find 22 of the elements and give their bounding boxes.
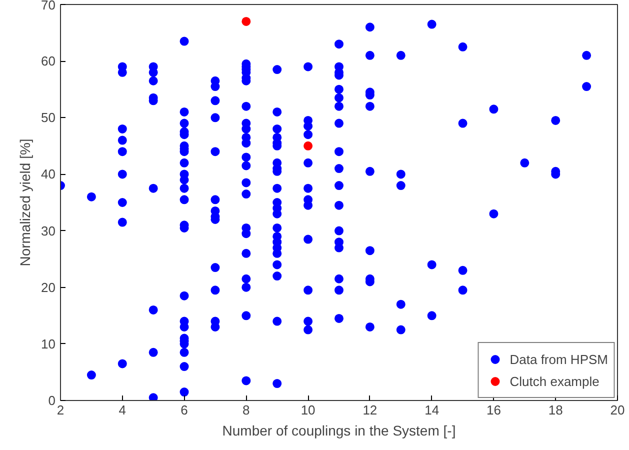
y-tick-label: 10 xyxy=(41,336,56,352)
x-tick-label: 2 xyxy=(56,402,64,418)
x-tick-label: 4 xyxy=(118,402,126,418)
x-axis-title: Number of couplings in the System [-] xyxy=(222,422,456,438)
x-tick-label: 14 xyxy=(424,402,440,418)
y-tick-label: 0 xyxy=(48,393,56,408)
x-tick-label: 20 xyxy=(610,402,625,418)
x-tick-label: 6 xyxy=(180,402,188,418)
legend-label: Data from HPSM xyxy=(510,352,608,366)
y-tick-label: 30 xyxy=(41,223,56,238)
x-tick-label: 16 xyxy=(486,402,501,418)
x-tick-label: 18 xyxy=(548,402,563,418)
y-tick-label: 50 xyxy=(41,110,56,126)
y-tick-label: 70 xyxy=(41,0,56,12)
x-tick-label: 8 xyxy=(242,402,250,418)
legend-label: Clutch example xyxy=(510,374,600,388)
x-tick-label: 10 xyxy=(300,402,316,418)
y-tick-label: 20 xyxy=(41,280,56,295)
y-tick-label: 60 xyxy=(41,54,56,69)
x-tick-label: 12 xyxy=(362,402,378,418)
y-tick-label: 40 xyxy=(41,166,56,182)
y-axis-title: Normalized yield [%] xyxy=(17,138,34,266)
